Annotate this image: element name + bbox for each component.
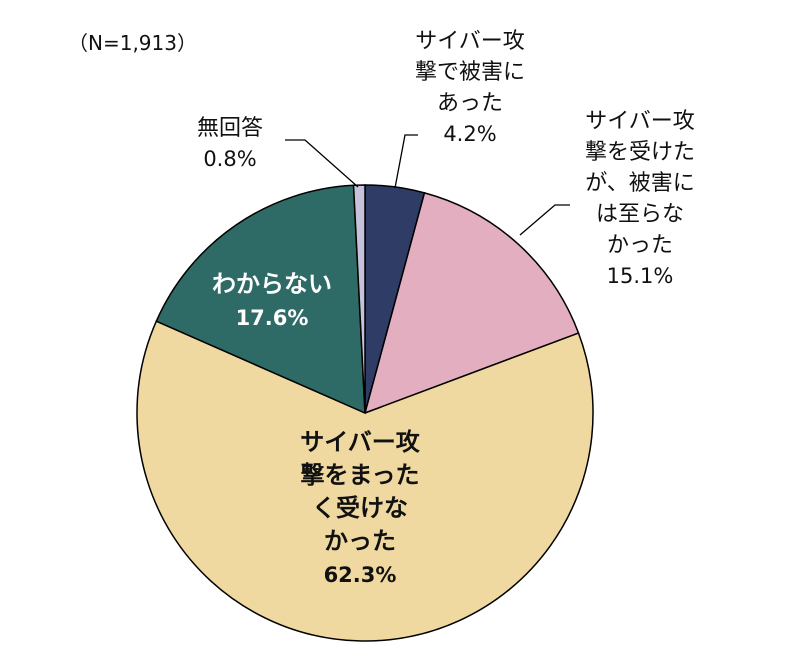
pie-slice-1: [363, 191, 580, 415]
slice-label-2-line-0: サイバー攻: [300, 428, 421, 456]
leader-line-4: [285, 139, 359, 188]
sample-size-note: （N=1,913）: [68, 31, 197, 55]
pie-slice-3: [155, 184, 366, 415]
slice-label-4-line-0: 無回答: [197, 116, 263, 141]
slice-value-label-3: 17.6%: [236, 306, 309, 330]
slice-label-1-line-2: が、被害に: [585, 171, 695, 196]
leader-line-1: [519, 204, 570, 236]
slice-value-label-1: 15.1%: [607, 264, 674, 288]
pie-slice-4: [352, 184, 366, 414]
slice-label-0-line-0: サイバー攻: [415, 29, 525, 54]
slice-label-0-line-2: あった: [437, 91, 503, 116]
slice-label-1-line-3: は至らな: [596, 202, 684, 227]
pie-slices: [136, 184, 594, 642]
slice-label-2-line-3: かった: [324, 527, 396, 555]
slice-label-2-line-2: く受けな: [312, 494, 408, 522]
slice-label-1-line-4: かった: [607, 233, 673, 258]
slice-label-3-line-0: わからない: [212, 270, 332, 298]
pie-slice-2: [136, 320, 594, 642]
slice-label-1-line-0: サイバー攻: [585, 109, 695, 134]
slice-value-label-0: 4.2%: [443, 122, 496, 146]
leader-lines: [285, 134, 570, 236]
slice-label-1-line-1: 撃を受けた: [585, 140, 695, 165]
slice-label-0-line-1: 撃で被害に: [415, 60, 525, 85]
slice-value-label-2: 62.3%: [324, 563, 397, 587]
slice-value-label-4: 0.8%: [203, 147, 256, 171]
leader-line-0: [394, 134, 418, 189]
slice-label-2-line-1: 撃をまった: [300, 461, 419, 489]
